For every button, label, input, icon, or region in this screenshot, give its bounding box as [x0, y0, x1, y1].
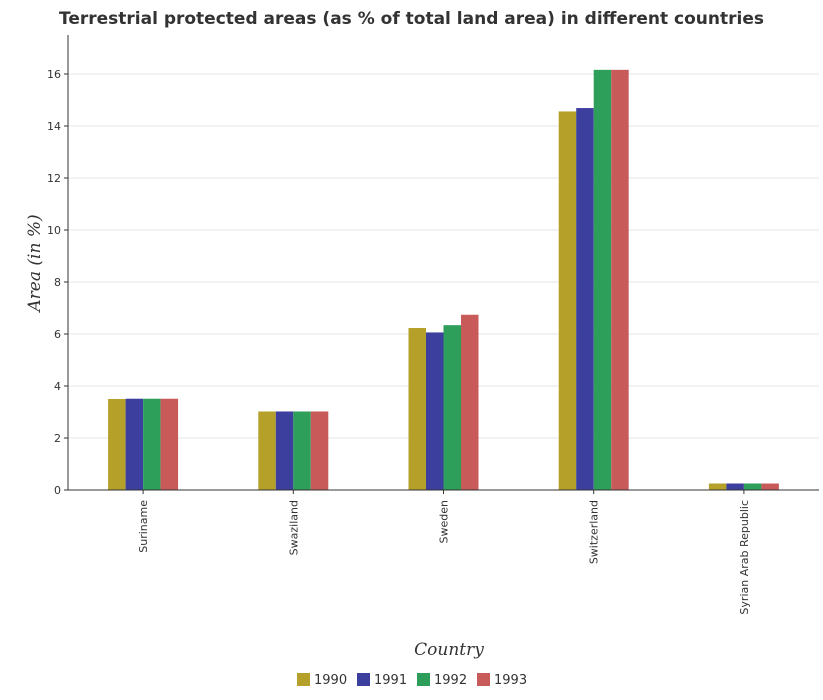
y-tick-label: 16	[47, 68, 61, 81]
bar-1993-suriname	[160, 398, 179, 490]
x-tick-label: Suriname	[137, 500, 150, 553]
x-axis-label: Country	[414, 640, 484, 660]
bar-1990-suriname	[108, 399, 126, 490]
y-tick-label: 4	[54, 380, 61, 393]
bar-1993-switzerland	[611, 69, 629, 490]
legend: 1990 1991 1992 1993	[297, 673, 527, 688]
x-tick-label: Syrian Arab Republic	[738, 500, 751, 615]
bar-1990-sweden	[408, 328, 426, 490]
legend-swatch-1992	[417, 673, 430, 686]
x-tick-label: Sweden	[438, 500, 451, 543]
bar-1992-sweden	[443, 325, 461, 490]
bars	[108, 69, 779, 490]
legend-label-1992: 1992	[434, 673, 467, 688]
bar-1990-swaziland	[258, 411, 276, 490]
y-tick-label: 8	[54, 276, 61, 289]
bar-1992-switzerland	[593, 69, 612, 490]
x-tick-label: Switzerland	[588, 500, 601, 564]
bar-1991-swaziland	[275, 411, 294, 490]
bar-1990-syrian-arab-republic	[708, 483, 727, 490]
y-axis-label: Area (in %)	[25, 214, 45, 313]
legend-label-1990: 1990	[314, 673, 347, 688]
y-tick-label: 10	[47, 224, 61, 237]
bar-1993-syrian-arab-republic	[761, 483, 779, 490]
bar-1991-switzerland	[576, 108, 594, 490]
y-tick-label: 6	[54, 328, 61, 341]
bar-1991-sweden	[426, 332, 444, 490]
bar-1990-switzerland	[558, 111, 577, 490]
legend-swatch-1990	[297, 673, 310, 686]
legend-label-1991: 1991	[374, 673, 407, 688]
legend-swatch-1991	[357, 673, 370, 686]
y-tick-label: 14	[47, 120, 61, 133]
bar-1992-suriname	[143, 398, 161, 490]
bar-1991-suriname	[125, 398, 144, 490]
y-tick-label: 0	[54, 484, 61, 497]
chart-title: Terrestrial protected areas (as % of tot…	[59, 9, 764, 29]
bar-1991-syrian-arab-republic	[726, 483, 744, 490]
axes: 0 2 4 6 8 10 12 14 16 Suriname Swaziland Sweden Swit…	[47, 35, 819, 615]
bar-1993-sweden	[461, 314, 479, 490]
legend-label-1993: 1993	[494, 673, 527, 688]
x-tick-label: Swaziland	[287, 500, 300, 555]
y-tick-label: 12	[47, 172, 61, 185]
y-tick-label: 2	[54, 432, 61, 445]
legend-swatch-1993	[477, 673, 490, 686]
bar-1992-swaziland	[293, 411, 311, 490]
bar-1992-syrian-arab-republic	[743, 483, 762, 490]
bar-1993-swaziland	[310, 411, 329, 490]
